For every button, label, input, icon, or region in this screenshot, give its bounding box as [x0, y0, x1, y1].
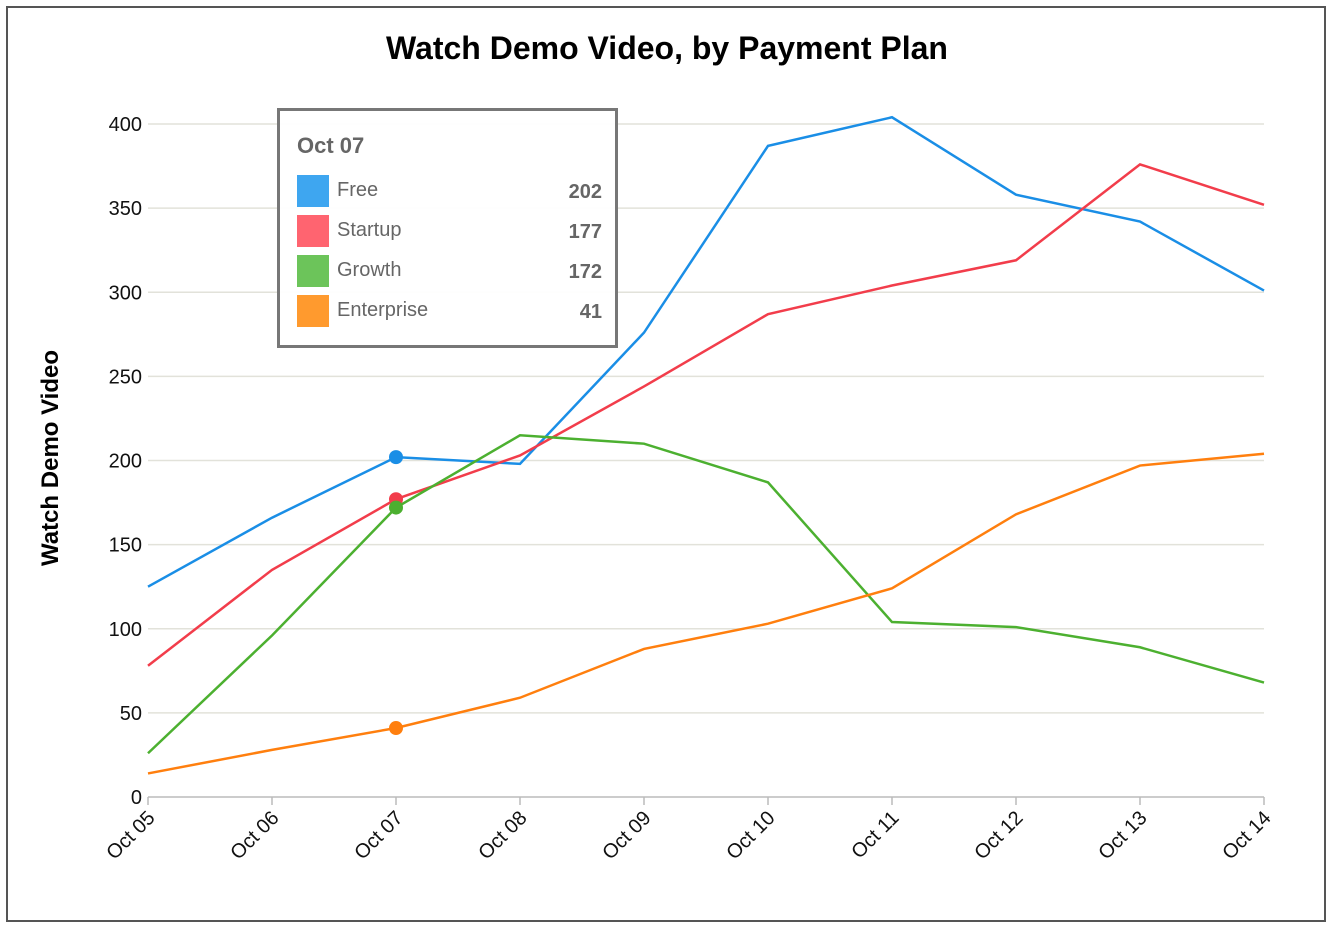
tooltip-row-growth: Growth 172: [297, 255, 602, 287]
chart-frame: [6, 6, 1326, 922]
x-tick-label: Oct 10: [722, 807, 779, 864]
x-tick-label: Oct 13: [1094, 807, 1151, 864]
x-tick-label: Oct 12: [970, 807, 1027, 864]
tooltip-value: 202: [568, 181, 602, 203]
chart-title: Watch Demo Video, by Payment Plan: [386, 30, 948, 66]
series-line-free[interactable]: [147, 115, 1265, 588]
series-line-enterprise[interactable]: [147, 452, 1265, 775]
series-line-startup[interactable]: [147, 162, 1265, 667]
tooltip: Oct 07 Free 202 Startup 177 Growth 172 E…: [277, 108, 618, 348]
tooltip-label: Free: [337, 179, 379, 201]
y-tick-label: 300: [109, 282, 142, 304]
tooltip-row-startup: Startup 177: [297, 215, 602, 247]
y-tick-label: 200: [109, 451, 142, 473]
tooltip-row-free: Free 202: [297, 175, 602, 207]
tooltip-value: 41: [579, 301, 602, 323]
y-tick-label: 400: [109, 114, 142, 136]
tooltip-row-enterprise: Enterprise 41: [297, 295, 602, 327]
y-axis-label: Watch Demo Video: [37, 350, 64, 566]
legend-swatch-free: [297, 175, 329, 207]
tooltip-title: Oct 07: [297, 133, 365, 158]
x-tick-label: Oct 14: [1218, 807, 1275, 864]
x-tick-label: Oct 11: [847, 807, 903, 863]
x-tick-label: Oct 05: [102, 807, 159, 864]
legend-swatch-enterprise: [297, 295, 329, 327]
tooltip-value: 172: [568, 261, 602, 283]
y-tick-label: 50: [120, 703, 142, 725]
data-point-growth[interactable]: [389, 500, 403, 515]
legend-swatch-growth: [297, 255, 329, 287]
x-tick-label: Oct 08: [474, 807, 531, 864]
tooltip-label: Growth: [337, 259, 402, 281]
series-line-growth[interactable]: [147, 433, 1265, 755]
data-point-free[interactable]: [389, 450, 403, 465]
tooltip-value: 177: [568, 221, 602, 243]
tooltip-label: Startup: [337, 219, 402, 241]
data-point-enterprise[interactable]: [389, 721, 403, 736]
y-tick-label: 350: [109, 198, 142, 220]
legend-swatch-startup: [297, 215, 329, 247]
y-tick-label: 100: [109, 619, 142, 641]
tooltip-label: Enterprise: [337, 299, 429, 321]
y-tick-label: 250: [109, 366, 142, 388]
x-tick-label: Oct 06: [226, 807, 283, 864]
y-tick-label: 150: [109, 535, 142, 557]
x-tick-label: Oct 07: [350, 807, 407, 864]
y-tick-label: 0: [131, 787, 142, 809]
x-tick-label: Oct 09: [598, 807, 655, 864]
